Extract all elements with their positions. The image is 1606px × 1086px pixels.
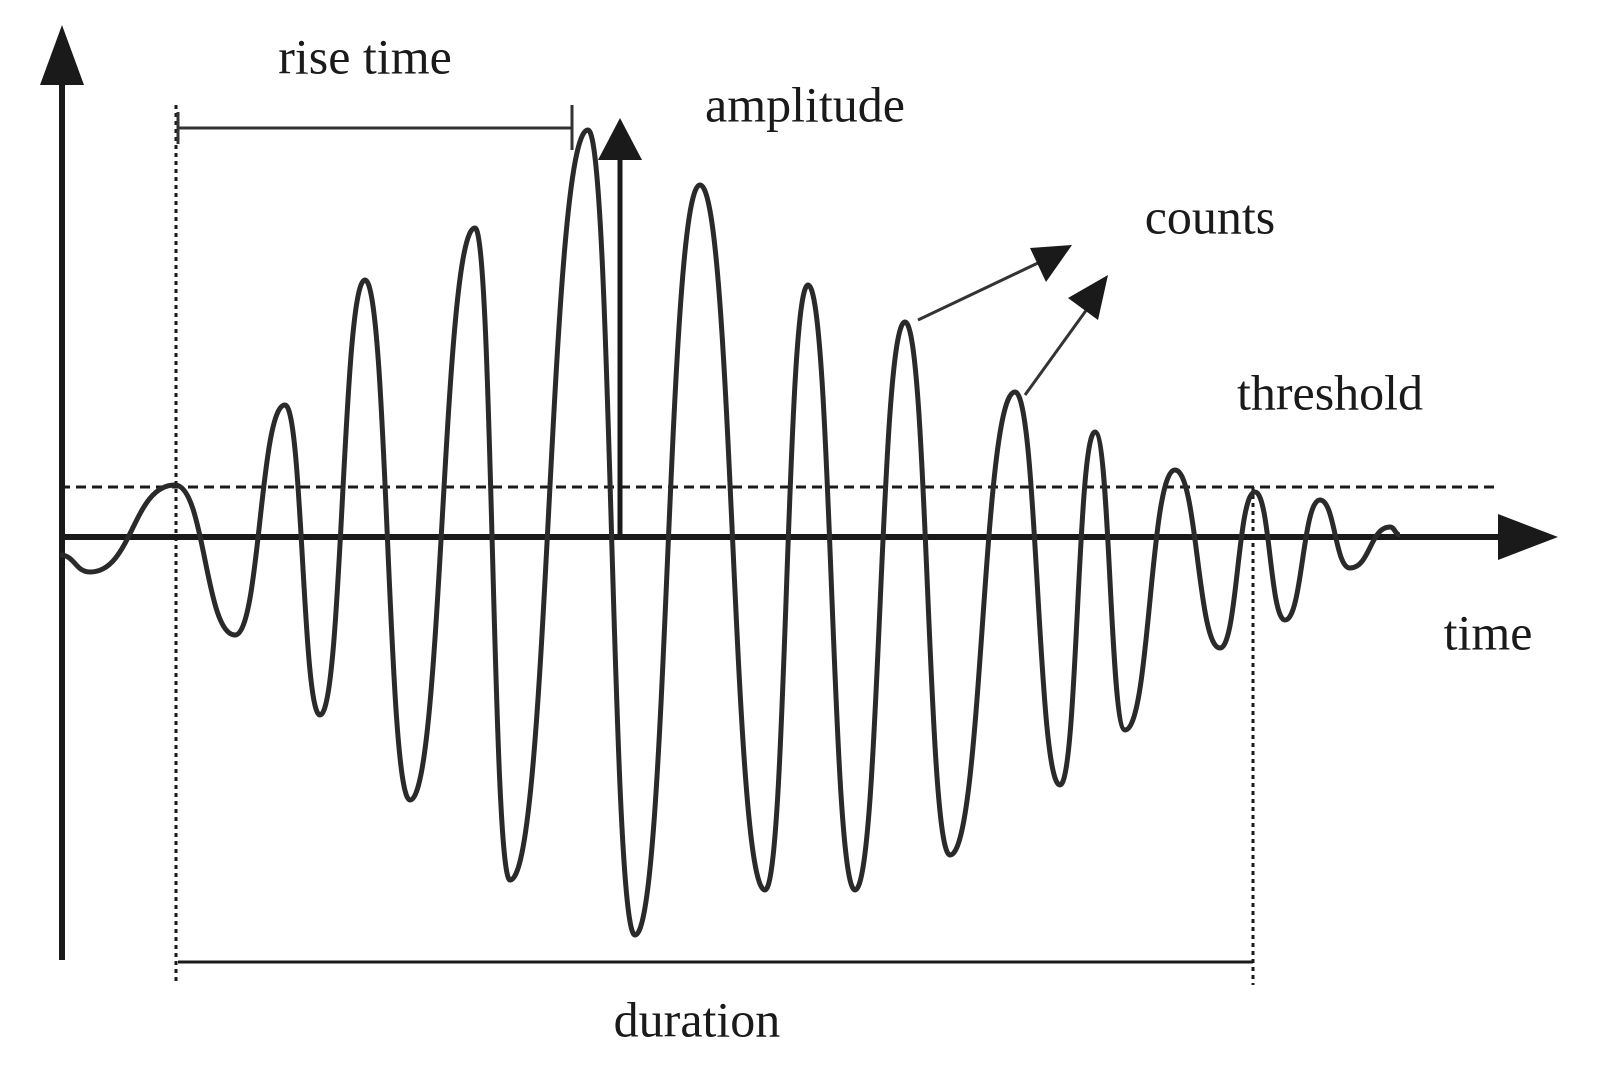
counts-arrow: [1023, 304, 1092, 396]
y-axis-arrow: [40, 25, 84, 85]
counts-arrow: [917, 260, 1041, 322]
counts-label: counts: [1145, 188, 1276, 244]
amplitude-label: amplitude: [705, 76, 905, 132]
counts-arrowhead: [1030, 245, 1072, 282]
duration-label: duration: [614, 991, 781, 1047]
time-label: time: [1444, 604, 1533, 660]
waveform: [59, 127, 1401, 938]
counts-arrowhead: [1068, 275, 1108, 320]
x-axis-arrow: [1498, 514, 1558, 560]
rise-time-label: rise time: [278, 28, 452, 84]
threshold-label: threshold: [1237, 364, 1423, 420]
amplitude-arrowhead: [598, 118, 642, 160]
